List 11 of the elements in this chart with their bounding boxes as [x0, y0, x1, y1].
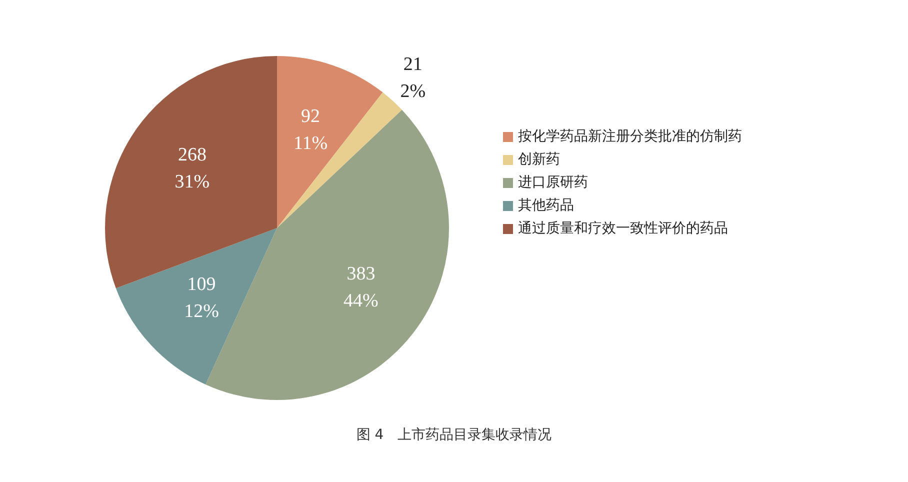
legend-label: 其他药品	[518, 198, 574, 214]
legend-label: 进口原研药	[518, 174, 588, 191]
data-label: 268 31%	[174, 144, 210, 193]
data-label: 383 44%	[344, 264, 379, 312]
data-label: 92 11%	[293, 106, 328, 154]
legend-label: 通过质量和疗效一致性评价的药品	[518, 220, 728, 237]
data-label: 109 12%	[184, 274, 220, 322]
legend-label: 按化学药品新注册分类批准的仿制药	[518, 128, 742, 145]
legend-label: 创新药	[518, 152, 560, 168]
caption: 图 4 上市药品目录集收录情况	[355, 426, 553, 444]
data-label: 21 2%	[400, 54, 426, 102]
